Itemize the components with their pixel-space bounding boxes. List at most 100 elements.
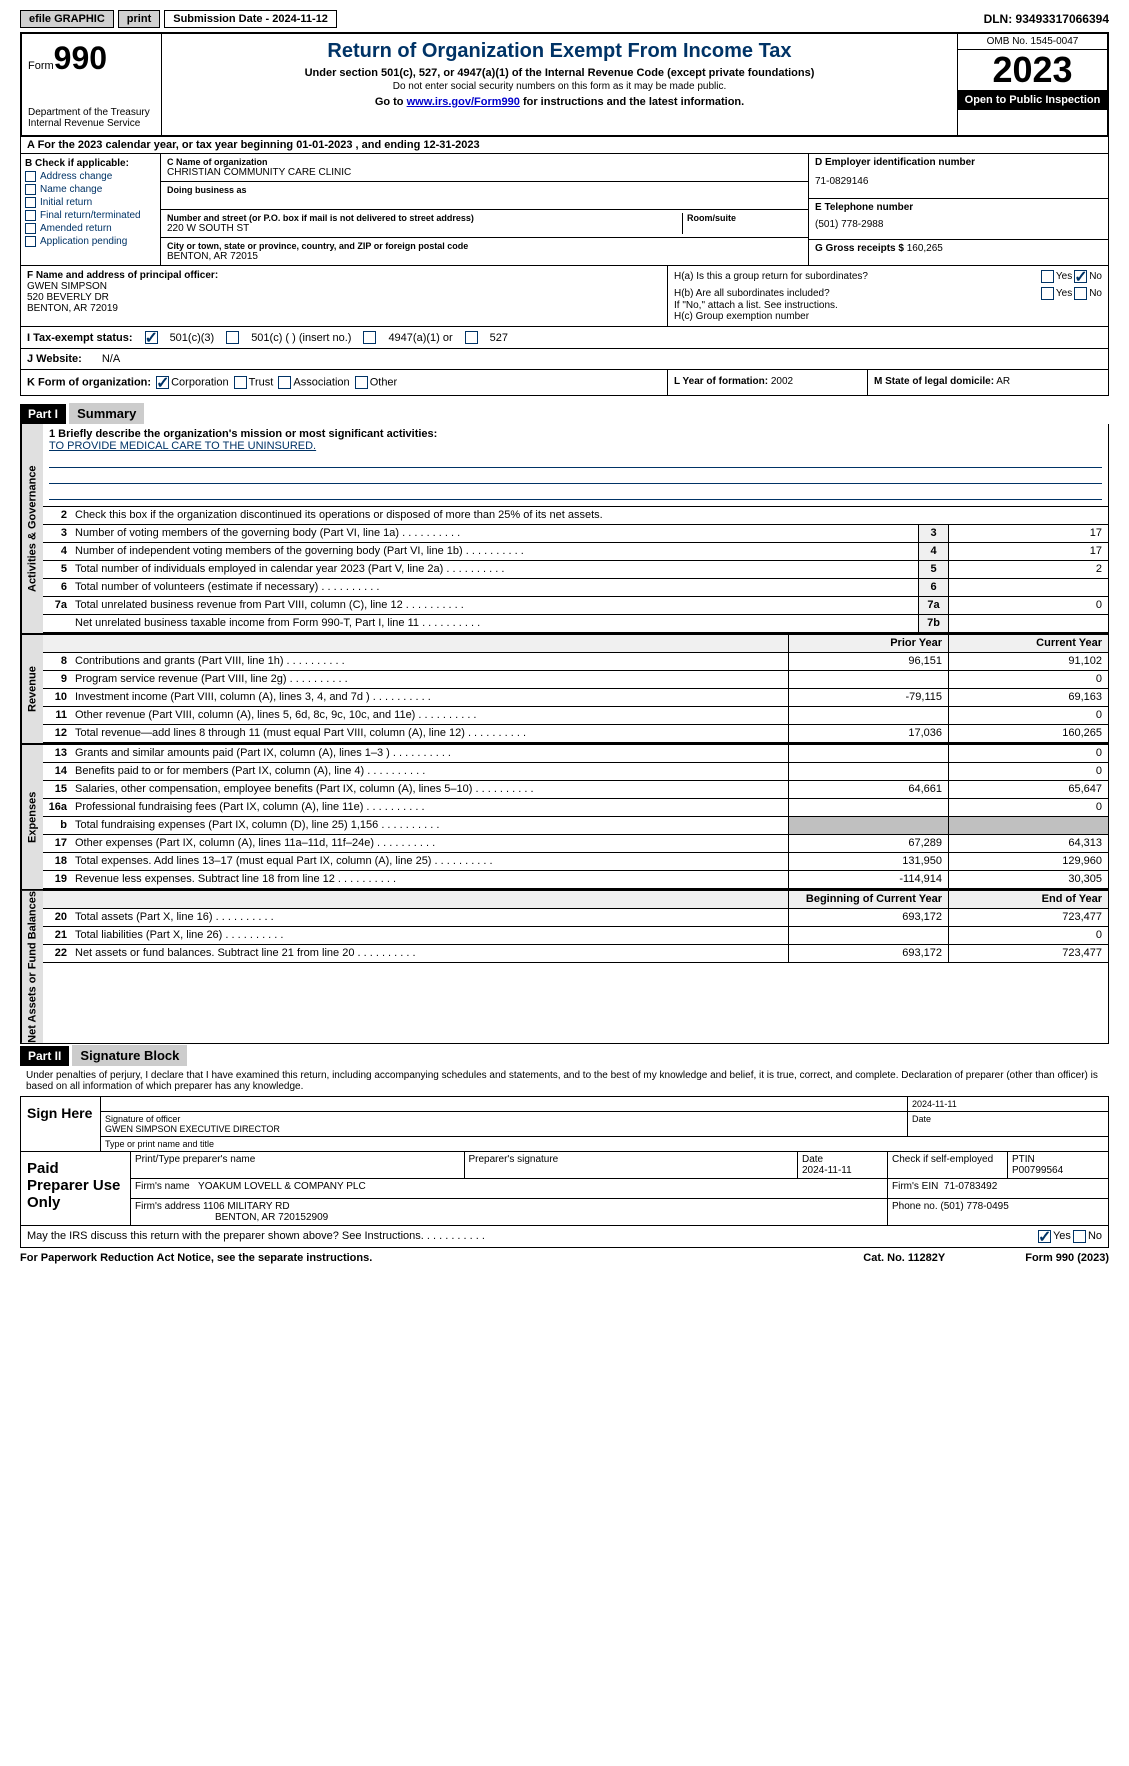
part1-badge: Part I (20, 404, 66, 424)
chk-pending[interactable] (25, 236, 36, 247)
summary-line: bTotal fundraising expenses (Part IX, co… (43, 817, 1108, 835)
firm-phone: (501) 778-0495 (940, 1201, 1008, 1212)
summary-line: 16aProfessional fundraising fees (Part I… (43, 799, 1108, 817)
addr-label: Number and street (or P.O. box if mail i… (167, 213, 682, 223)
col-begin-header: Beginning of Current Year (788, 891, 948, 908)
firm-addr1: 1106 MILITARY RD (203, 1201, 290, 1212)
part1-title: Summary (69, 403, 144, 424)
website-label: J Website: (27, 353, 82, 365)
summary-line: 20Total assets (Part X, line 16)693,1727… (43, 909, 1108, 927)
row-a-tax-year: A For the 2023 calendar year, or tax yea… (20, 137, 1109, 154)
dept-text: Department of the Treasury Internal Reve… (28, 107, 155, 129)
col-b-label: B Check if applicable: (25, 158, 156, 169)
self-employed-check: Check if self-employed (888, 1152, 1008, 1178)
tab-expenses: Expenses (21, 745, 43, 889)
fg-row: F Name and address of principal officer:… (20, 266, 1109, 327)
tel-value: (501) 778-2988 (815, 213, 1102, 236)
summary-line: 13Grants and similar amounts paid (Part … (43, 745, 1108, 763)
perjury-declaration: Under penalties of perjury, I declare th… (20, 1066, 1109, 1097)
chk-4947[interactable] (363, 331, 376, 344)
summary-line: Net unrelated business taxable income fr… (43, 615, 1108, 633)
chk-final[interactable] (25, 210, 36, 221)
chk-501c3[interactable] (145, 331, 158, 344)
discuss-no[interactable] (1073, 1230, 1086, 1243)
discuss-row: May the IRS discuss this return with the… (20, 1226, 1109, 1248)
website-row: J Website: N/A (20, 349, 1109, 370)
ein-label: D Employer identification number (815, 157, 1102, 168)
summary-line: 4Number of independent voting members of… (43, 543, 1108, 561)
summary-line: 21Total liabilities (Part X, line 26)0 (43, 927, 1108, 945)
page-footer: For Paperwork Reduction Act Notice, see … (20, 1248, 1109, 1268)
year-formation-label: L Year of formation: (674, 376, 768, 387)
officer-addr2: BENTON, AR 72019 (27, 303, 661, 314)
prep-name-label: Print/Type preparer's name (131, 1152, 465, 1178)
tab-revenue: Revenue (21, 635, 43, 743)
chk-amended[interactable] (25, 223, 36, 234)
chk-501c[interactable] (226, 331, 239, 344)
form-subtitle-1: Under section 501(c), 527, or 4947(a)(1)… (168, 67, 951, 79)
paperwork-notice: For Paperwork Reduction Act Notice, see … (20, 1252, 372, 1264)
summary-line: 17Other expenses (Part IX, column (A), l… (43, 835, 1108, 853)
room-label: Room/suite (687, 213, 802, 223)
form-footer: Form 990 (2023) (1025, 1252, 1109, 1264)
chk-trust[interactable] (234, 376, 247, 389)
chk-527[interactable] (465, 331, 478, 344)
street-address: 220 W SOUTH ST (167, 223, 682, 234)
preparer-block: Paid Preparer Use Only Print/Type prepar… (20, 1152, 1109, 1226)
officer-name: GWEN SIMPSON (27, 281, 661, 292)
gross-label: G Gross receipts $ (815, 243, 904, 254)
hb-no[interactable] (1074, 287, 1087, 300)
discuss-text: May the IRS discuss this return with the… (27, 1230, 485, 1242)
discuss-yes[interactable] (1038, 1230, 1051, 1243)
part1-header-row: Part I Summary (20, 404, 1109, 424)
chk-assoc[interactable] (278, 376, 291, 389)
form-subtitle-3: Go to www.irs.gov/Form990 for instructio… (168, 96, 951, 108)
irs-link[interactable]: www.irs.gov/Form990 (407, 96, 520, 108)
chk-other[interactable] (355, 376, 368, 389)
dln-number: DLN: 93493317066394 (984, 12, 1109, 26)
summary-line: 7aTotal unrelated business revenue from … (43, 597, 1108, 615)
summary-line: 11Other revenue (Part VIII, column (A), … (43, 707, 1108, 725)
chk-name[interactable] (25, 184, 36, 195)
gross-receipts: 160,265 (907, 243, 943, 254)
sig-officer-name: GWEN SIMPSON EXECUTIVE DIRECTOR (105, 1124, 903, 1134)
part2-badge: Part II (20, 1046, 69, 1066)
dba-label: Doing business as (167, 185, 802, 195)
summary-line: 10Investment income (Part VIII, column (… (43, 689, 1108, 707)
chk-address[interactable] (25, 171, 36, 182)
status-label: I Tax-exempt status: (27, 332, 133, 344)
tel-label: E Telephone number (815, 202, 1102, 213)
form-number: 990 (54, 40, 107, 76)
city-label: City or town, state or province, country… (167, 241, 802, 251)
hb-yes[interactable] (1041, 287, 1054, 300)
form-org-label: K Form of organization: (27, 376, 151, 388)
summary-line: 14Benefits paid to or for members (Part … (43, 763, 1108, 781)
summary-block: Activities & Governance 1 Briefly descri… (20, 424, 1109, 1044)
tab-net-assets: Net Assets or Fund Balances (21, 891, 43, 1043)
prep-sig-label: Preparer's signature (465, 1152, 799, 1178)
org-name: CHRISTIAN COMMUNITY CARE CLINIC (167, 167, 802, 178)
chk-corp[interactable] (156, 376, 169, 389)
form-subtitle-2: Do not enter social security numbers on … (168, 81, 951, 92)
efile-button[interactable]: efile GRAPHIC (20, 10, 114, 28)
print-button[interactable]: print (118, 10, 160, 28)
open-public-badge: Open to Public Inspection (958, 90, 1107, 110)
sign-here-label: Sign Here (21, 1097, 101, 1151)
date-label: Date (908, 1112, 1108, 1136)
col-end-header: End of Year (948, 891, 1108, 908)
domicile-label: M State of legal domicile: (874, 376, 994, 387)
ha-no[interactable] (1074, 270, 1087, 283)
part2-title: Signature Block (72, 1045, 187, 1066)
identity-grid: B Check if applicable: Address change Na… (20, 154, 1109, 266)
firm-ein: 71-0783492 (944, 1181, 997, 1192)
form-header: Form990 Department of the Treasury Inter… (20, 32, 1109, 137)
cat-number: Cat. No. 11282Y (863, 1252, 945, 1264)
col-prior-header: Prior Year (788, 635, 948, 652)
ptin-value: P00799564 (1012, 1165, 1063, 1176)
paid-preparer-label: Paid Preparer Use Only (21, 1152, 131, 1225)
top-bar: efile GRAPHIC print Submission Date - 20… (20, 10, 1109, 28)
ha-yes[interactable] (1041, 270, 1054, 283)
city-state-zip: BENTON, AR 72015 (167, 251, 802, 262)
chk-initial[interactable] (25, 197, 36, 208)
col-current-header: Current Year (948, 635, 1108, 652)
